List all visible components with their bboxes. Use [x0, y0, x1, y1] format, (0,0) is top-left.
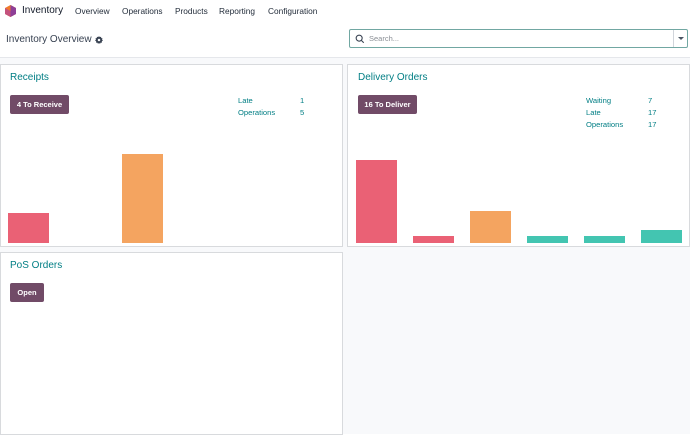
chart-bar[interactable]: [413, 236, 454, 243]
receipts-stats: Late 1 Operations 5: [238, 94, 304, 119]
page-title: Inventory Overview: [6, 34, 92, 45]
search-options-toggle[interactable]: [673, 30, 687, 47]
menu-overview[interactable]: Overview: [75, 6, 110, 16]
menu-reporting[interactable]: Reporting: [219, 6, 255, 16]
menu-products[interactable]: Products: [175, 6, 208, 16]
to-receive-button[interactable]: 4 To Receive: [10, 95, 69, 114]
inventory-app-icon[interactable]: [5, 5, 16, 17]
chart-bar[interactable]: [584, 236, 625, 243]
chart-bar[interactable]: [356, 160, 397, 243]
to-deliver-button[interactable]: 16 To Deliver: [358, 95, 417, 114]
stat-operations[interactable]: Operations 5: [238, 107, 305, 117]
receipts-card: Receipts 4 To Receive Late 1 Operations …: [0, 64, 343, 247]
header-divider: [0, 57, 690, 58]
breadcrumb: Inventory Overview: [6, 34, 103, 45]
delivery-title[interactable]: Delivery Orders: [358, 72, 428, 83]
gear-icon[interactable]: [94, 35, 103, 44]
delivery-orders-card: Delivery Orders 16 To Deliver Waiting 7 …: [347, 64, 690, 247]
chart-bar[interactable]: [8, 213, 49, 243]
stat-waiting[interactable]: Waiting 7: [586, 95, 653, 105]
pos-orders-card: PoS Orders Open: [0, 252, 343, 435]
chart-bar[interactable]: [470, 211, 511, 243]
receipts-title[interactable]: Receipts: [10, 72, 49, 83]
menu-configuration[interactable]: Configuration: [268, 6, 318, 16]
app-name[interactable]: Inventory: [22, 5, 64, 16]
stat-late[interactable]: Late 1: [238, 95, 305, 105]
top-navbar: Inventory Overview Operations Products R…: [0, 0, 690, 23]
search-input[interactable]: [369, 34, 673, 43]
open-session-button[interactable]: Open: [10, 283, 44, 302]
search-icon: [355, 34, 365, 43]
stat-operations[interactable]: Operations 17: [586, 120, 657, 130]
chart-bar[interactable]: [527, 236, 568, 243]
pos-title[interactable]: PoS Orders: [10, 260, 63, 271]
search-bar: [349, 29, 688, 48]
stat-late[interactable]: Late 17: [586, 107, 657, 117]
caret-down-icon: [677, 37, 684, 40]
chart-bar[interactable]: [122, 154, 163, 243]
menu-operations[interactable]: Operations: [122, 6, 163, 16]
chart-bar[interactable]: [641, 230, 682, 243]
delivery-stats: Waiting 7 Late 17 Operations 17: [586, 94, 656, 131]
